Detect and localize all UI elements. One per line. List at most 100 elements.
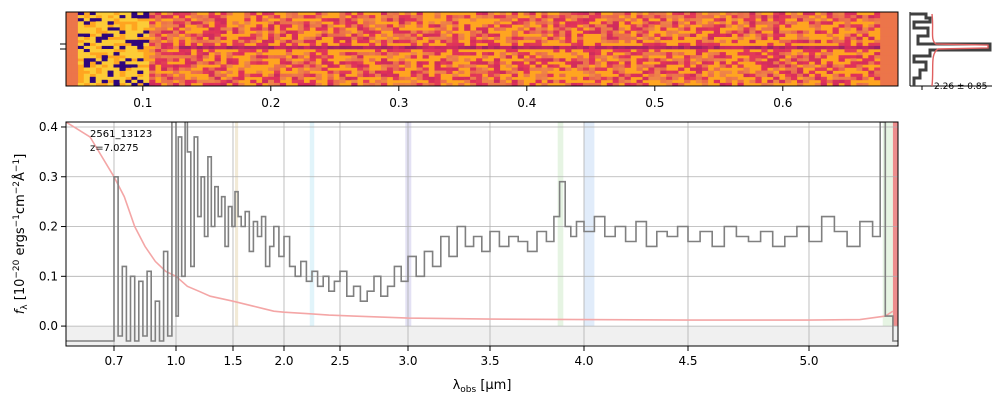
heatmap-cell: [381, 52, 388, 56]
heatmap-cell: [279, 82, 287, 86]
heatmap-cell: [701, 64, 709, 68]
heatmap-cell: [678, 27, 685, 31]
heatmap-cell: [577, 61, 584, 65]
heatmap-cell: [856, 64, 863, 68]
heatmap-cell: [119, 52, 126, 56]
heatmap-cell: [755, 52, 762, 56]
heatmap-cell: [315, 36, 322, 41]
heatmap-cell: [452, 39, 459, 44]
heatmap-cell: [214, 79, 221, 84]
heatmap-cell: [886, 15, 893, 19]
heatmap-cell: [648, 45, 655, 50]
heatmap-cell: [398, 30, 405, 34]
heatmap-cell: [77, 12, 85, 16]
heatmap-cell: [167, 24, 174, 28]
heatmap-cell: [214, 45, 221, 50]
heatmap-cell: [624, 61, 631, 65]
heatmap-cell: [131, 61, 138, 65]
heatmap-cell: [351, 64, 358, 68]
heatmap-cell: [297, 76, 304, 81]
heatmap-cell: [470, 39, 477, 44]
heatmap-cell: [612, 67, 619, 71]
y-tick-label: 0.3: [39, 170, 58, 184]
heatmap-cell: [523, 18, 530, 22]
heatmap-cell: [832, 64, 839, 68]
heatmap-cell: [452, 49, 459, 53]
heatmap-cell: [274, 79, 281, 84]
heatmap-cell: [856, 76, 863, 81]
heatmap-cell: [274, 76, 281, 81]
heatmap-cell: [624, 58, 631, 62]
heatmap-cell: [71, 12, 79, 16]
heatmap-cell: [594, 15, 602, 19]
heatmap-cell: [725, 64, 732, 68]
heatmap-cell: [422, 73, 429, 78]
heatmap-cell: [844, 64, 851, 68]
heatmap-cell: [797, 55, 804, 59]
heatmap-cell: [369, 33, 376, 37]
heatmap-cell: [612, 82, 619, 86]
heatmap-cell: [856, 45, 863, 50]
heatmap-cell: [285, 21, 293, 25]
heatmap-cell: [89, 79, 96, 84]
heatmap-cell: [493, 42, 501, 47]
heatmap-cell: [178, 21, 186, 25]
heatmap-cell: [583, 64, 590, 68]
heatmap-cell: [850, 18, 857, 22]
heatmap-cell: [125, 64, 132, 68]
heatmap-cell: [565, 30, 572, 34]
heatmap-cell: [434, 36, 441, 41]
heatmap-cell: [357, 30, 364, 34]
heatmap-cell: [672, 30, 679, 34]
heatmap-cell: [785, 52, 792, 56]
heatmap-cell: [660, 36, 667, 41]
heatmap-cell: [684, 64, 691, 68]
heatmap-cell: [886, 70, 893, 74]
heatmap-cell: [505, 64, 512, 68]
heatmap-cell: [77, 52, 85, 56]
heatmap-cell: [416, 21, 423, 25]
heatmap-cell: [547, 21, 554, 25]
heatmap-cell: [125, 79, 132, 84]
heatmap-cell: [446, 18, 453, 22]
heatmap-cell: [892, 70, 898, 74]
heatmap-cell: [446, 42, 453, 47]
heatmap-cell: [743, 73, 750, 78]
heatmap-cell: [493, 79, 501, 84]
heatmap-cell: [125, 55, 132, 59]
heatmap-cell: [482, 45, 489, 50]
heatmap-cell: [137, 27, 144, 31]
heatmap-cell: [589, 18, 596, 22]
heatmap-cell: [654, 67, 661, 71]
heatmap-cell: [125, 33, 132, 37]
heatmap-cell: [624, 64, 631, 68]
heatmap-cell: [256, 33, 263, 37]
heatmap-cell: [392, 64, 400, 68]
heatmap-cell: [648, 42, 655, 47]
heatmap-cell: [268, 45, 275, 50]
heatmap-cell: [553, 79, 560, 84]
heatmap-cell: [577, 12, 584, 16]
heatmap-cell: [589, 27, 596, 31]
heatmap-cell: [755, 70, 762, 74]
heatmap-cell: [173, 55, 180, 59]
line-band: [557, 122, 564, 346]
heatmap-cell: [256, 15, 263, 19]
heatmap-cell: [577, 82, 584, 86]
heatmap-cell: [131, 33, 138, 37]
heatmap-cell: [630, 73, 637, 78]
heatmap-cell: [339, 76, 346, 81]
heatmap-cell: [844, 12, 851, 16]
heatmap-cell: [577, 18, 584, 22]
heatmap-cell: [684, 15, 691, 19]
heatmap-cell: [487, 73, 495, 78]
heatmap-cell: [214, 27, 221, 31]
heatmap-cell: [226, 58, 233, 62]
heatmap-cell: [773, 61, 780, 65]
heatmap-cell: [773, 36, 780, 41]
heatmap-cell: [695, 79, 703, 84]
heatmap-cell: [850, 76, 857, 81]
heatmap-cell: [107, 18, 114, 22]
heatmap-cell: [101, 55, 108, 59]
heatmap-cell: [256, 73, 263, 78]
